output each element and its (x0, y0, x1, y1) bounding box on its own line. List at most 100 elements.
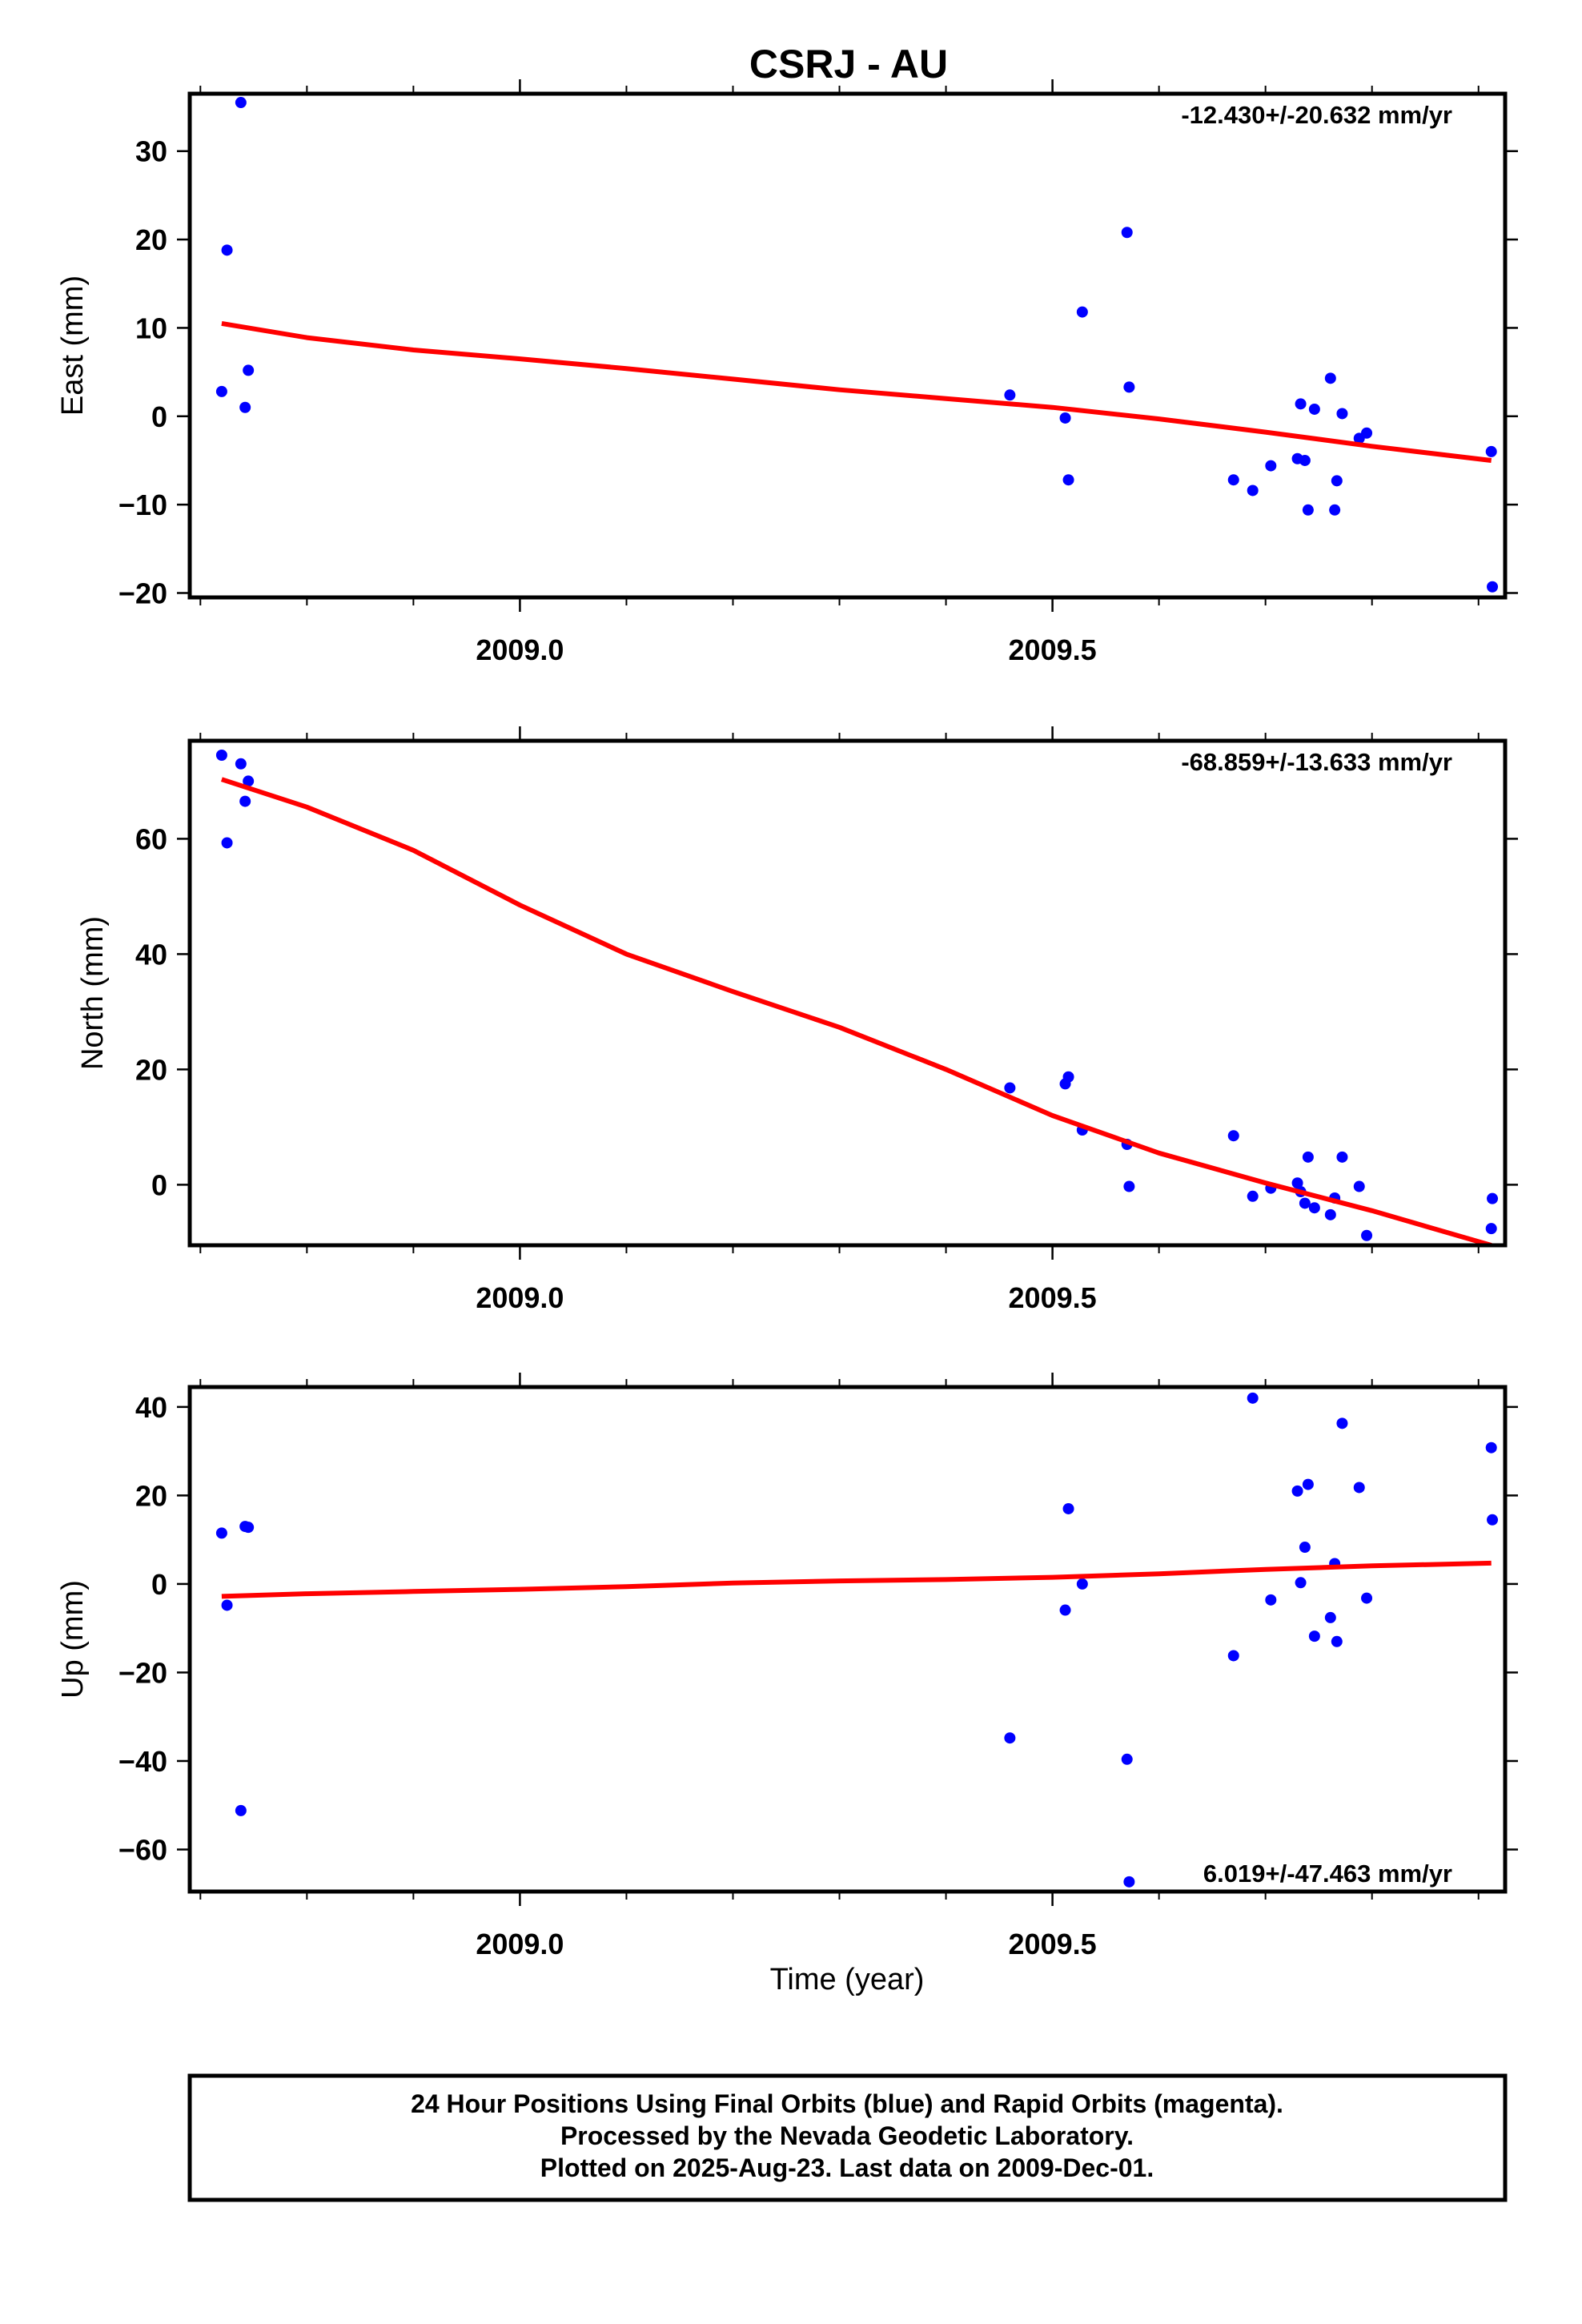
east-panel: 2009.0 2009.5 −20 −10 0 10 20 30 East (mm) -12.43… (56, 79, 1518, 666)
data-point (1062, 1071, 1074, 1083)
data-point (1062, 474, 1074, 486)
data-point (1295, 398, 1307, 410)
data-point (1331, 475, 1343, 487)
data-point (1302, 1478, 1314, 1490)
data-point (215, 750, 227, 761)
data-point (1324, 372, 1336, 384)
footer-line-2: Processed by the Nevada Geodetic Laborat… (560, 2121, 1134, 2150)
data-point (1291, 1177, 1303, 1189)
y-tick-label: 0 (151, 400, 167, 433)
plot-frame (187, 91, 1508, 600)
data-point (1487, 581, 1499, 593)
data-point (1353, 1180, 1365, 1192)
data-point (1004, 389, 1016, 401)
data-point (235, 1804, 247, 1816)
data-point (1291, 1485, 1303, 1497)
y-tick-label: −10 (118, 489, 167, 521)
data-point (1487, 1514, 1499, 1526)
x-tick-label: 2009.0 (476, 633, 564, 666)
data-point (235, 97, 247, 109)
data-point (1485, 445, 1497, 457)
data-point (1004, 1732, 1016, 1744)
data-point (1361, 427, 1373, 439)
y-tick-label: −40 (118, 1745, 167, 1778)
footer-line-1: 24 Hour Positions Using Final Orbits (bl… (411, 2089, 1283, 2118)
chart-title: CSRJ - AU (749, 42, 948, 86)
data-point (1121, 227, 1133, 239)
data-point (1336, 1417, 1348, 1429)
y-tick-label: 10 (135, 312, 167, 344)
data-point (1308, 403, 1320, 415)
data-point (1121, 1753, 1133, 1765)
data-point (1361, 1229, 1373, 1241)
up-panel: 2009.0 2009.5 −60 −40 −20 0 20 40 Up (mm) 6.019+/… (56, 1373, 1518, 1960)
data-point (1299, 1542, 1311, 1554)
data-point (1227, 1650, 1239, 1662)
data-point (1004, 1082, 1016, 1094)
x-tick-label: 2009.5 (1009, 1281, 1097, 1314)
data-point (1227, 1130, 1239, 1142)
north-panel: 2009.0 2009.5 0 20 40 60 North (mm) -68.859+/-1… (76, 726, 1518, 1314)
data-point (1076, 306, 1088, 318)
data-point (1336, 1151, 1348, 1163)
plot-area (215, 1392, 1499, 1888)
data-point (1324, 1208, 1336, 1220)
y-axis-label: North (mm) (76, 916, 110, 1070)
data-point (1247, 1190, 1259, 1202)
data-point (1265, 1594, 1277, 1606)
x-tick-label: 2009.5 (1009, 1928, 1097, 1960)
data-point (1487, 1192, 1499, 1204)
data-point (1059, 1604, 1071, 1616)
data-point (1302, 1151, 1314, 1163)
data-point (1123, 1180, 1135, 1192)
rate-annotation: -68.859+/-13.633 mm/yr (1181, 748, 1452, 776)
fit-line (221, 1560, 1492, 1599)
data-point (1059, 412, 1071, 424)
data-point (1308, 1202, 1320, 1214)
data-point (221, 244, 233, 256)
data-point (221, 1599, 233, 1611)
data-point (1331, 1635, 1343, 1647)
fit-line (221, 320, 1492, 463)
data-point (1295, 1577, 1307, 1589)
data-point (239, 401, 251, 413)
data-point (215, 385, 227, 397)
data-point (243, 364, 255, 376)
y-axis-label: Up (mm) (56, 1580, 90, 1699)
y-tick-label: 40 (135, 1391, 167, 1424)
data-point (243, 775, 255, 787)
data-point (1329, 504, 1341, 516)
data-point (1361, 1592, 1373, 1604)
data-point (239, 795, 251, 807)
y-tick-label: 0 (151, 1168, 167, 1201)
y-tick-label: 40 (135, 938, 167, 971)
fit-line (220, 777, 1492, 1245)
data-point (1123, 381, 1135, 393)
footer-box: 24 Hour Positions Using Final Orbits (bl… (187, 2073, 1508, 2202)
data-point (1227, 474, 1239, 486)
data-point (1485, 1441, 1497, 1454)
y-tick-label: 20 (135, 1479, 167, 1512)
y-tick-label: 0 (151, 1568, 167, 1601)
x-tick-label: 2009.0 (476, 1928, 564, 1960)
data-point (221, 837, 233, 849)
data-point (1299, 454, 1311, 466)
data-point (1076, 1578, 1088, 1590)
y-tick-label: −60 (118, 1834, 167, 1867)
y-tick-label: −20 (118, 577, 167, 609)
data-point (1324, 1611, 1336, 1623)
data-point (1353, 1482, 1365, 1494)
x-axis-label: Time (year) (770, 1963, 925, 1996)
data-point (1302, 504, 1314, 516)
plot-frame (187, 738, 1508, 1248)
rate-annotation: 6.019+/-47.463 mm/yr (1203, 1860, 1452, 1888)
y-tick-label: 20 (135, 223, 167, 256)
data-point (1336, 408, 1348, 420)
plot-area (215, 750, 1499, 1245)
x-tick-label: 2009.5 (1009, 633, 1097, 666)
data-point (1247, 485, 1259, 497)
plot-area (215, 97, 1499, 593)
data-point (1308, 1630, 1320, 1642)
y-axis-label: East (mm) (56, 275, 90, 416)
